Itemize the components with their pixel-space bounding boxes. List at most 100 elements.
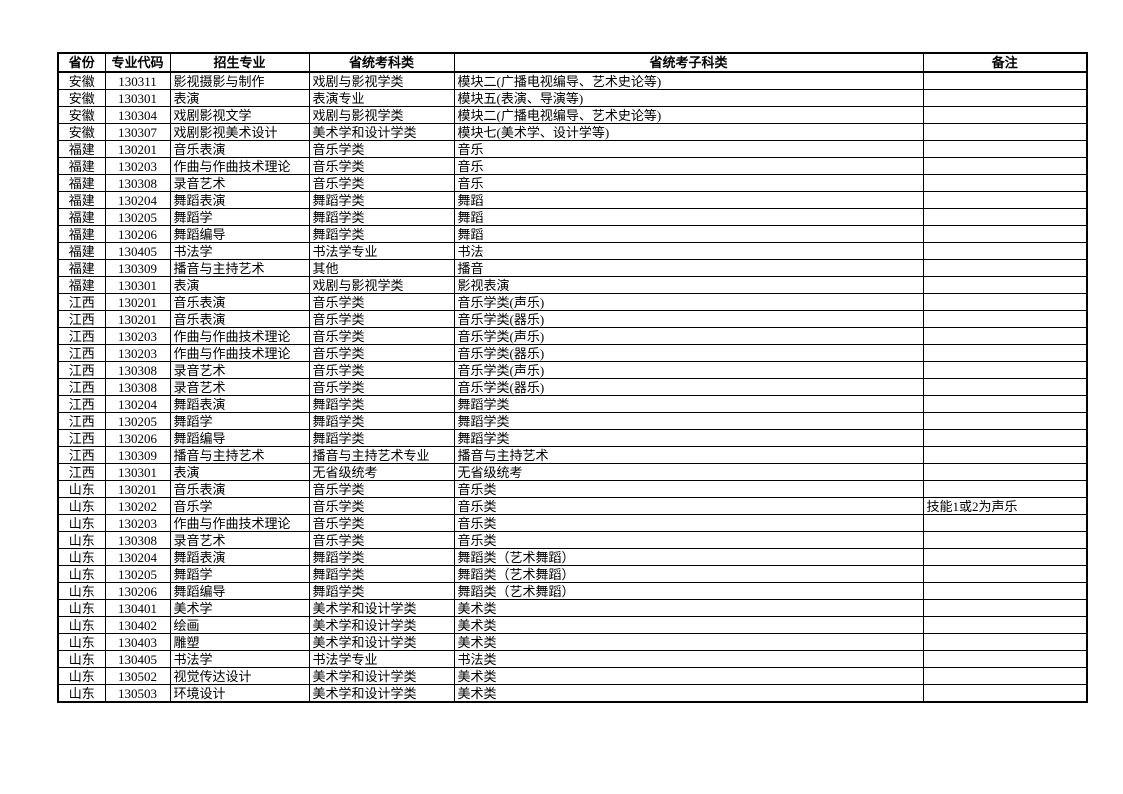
cell-province: 江西: [57, 463, 106, 481]
cell-major-code: 130308: [104, 174, 171, 192]
table-row: 江西 130203 作曲与作曲技术理论 音乐学类 音乐学类(器乐): [57, 344, 1088, 362]
cell-major-code: 130311: [104, 71, 171, 90]
cell-enroll-major: 作曲与作曲技术理论: [169, 344, 310, 362]
cell-exam-subcategory: 模块五(表演、导演等): [453, 89, 924, 107]
cell-province: 安徽: [57, 106, 106, 124]
cell-enroll-major: 音乐表演: [169, 480, 310, 498]
cell-province: 江西: [57, 293, 106, 311]
table-row: 安徽 130304 戏剧影视文学 戏剧与影视学类 模块二(广播电视编导、艺术史论等): [57, 106, 1088, 124]
cell-major-code: 130309: [104, 259, 171, 277]
cell-exam-subcategory: 音乐类: [453, 497, 924, 515]
cell-remark: [922, 293, 1088, 311]
table-row: 江西 130308 录音艺术 音乐学类 音乐学类(器乐): [57, 378, 1088, 396]
cell-exam-subcategory: 音乐类: [453, 514, 924, 532]
cell-remark: [922, 259, 1088, 277]
cell-major-code: 130201: [104, 140, 171, 158]
cell-exam-subcategory: 舞蹈学类: [453, 412, 924, 430]
cell-enroll-major: 音乐表演: [169, 310, 310, 328]
cell-province: 江西: [57, 361, 106, 379]
cell-province: 山东: [57, 497, 106, 515]
cell-major-code: 130206: [104, 225, 171, 243]
cell-enroll-major: 作曲与作曲技术理论: [169, 514, 310, 532]
cell-enroll-major: 作曲与作曲技术理论: [169, 157, 310, 175]
cell-exam-subcategory: 舞蹈: [453, 225, 924, 243]
cell-remark: [922, 514, 1088, 532]
table-row: 江西 130201 音乐表演 音乐学类 音乐学类(声乐): [57, 293, 1088, 311]
cell-enroll-major: 影视摄影与制作: [169, 71, 310, 90]
cell-remark: 技能1或2为声乐: [922, 497, 1088, 515]
cell-exam-category: 舞蹈学类: [308, 548, 455, 566]
cell-remark: [922, 582, 1088, 600]
table-row: 福建 130205 舞蹈学 舞蹈学类 舞蹈: [57, 208, 1088, 226]
cell-remark: [922, 684, 1088, 703]
table-row: 福建 130206 舞蹈编导 舞蹈学类 舞蹈: [57, 225, 1088, 243]
cell-remark: [922, 310, 1088, 328]
cell-major-code: 130206: [104, 582, 171, 600]
cell-remark: [922, 446, 1088, 464]
cell-major-code: 130201: [104, 480, 171, 498]
cell-enroll-major: 舞蹈学: [169, 412, 310, 430]
cell-enroll-major: 环境设计: [169, 684, 310, 703]
cell-exam-category: 书法学专业: [308, 242, 455, 260]
cell-remark: [922, 71, 1088, 90]
cell-exam-category: 舞蹈学类: [308, 191, 455, 209]
cell-exam-category: 音乐学类: [308, 310, 455, 328]
cell-exam-subcategory: 舞蹈: [453, 191, 924, 209]
table-row: 安徽 130301 表演 表演专业 模块五(表演、导演等): [57, 89, 1088, 107]
cell-exam-category: 舞蹈学类: [308, 208, 455, 226]
cell-province: 福建: [57, 174, 106, 192]
cell-exam-category: 舞蹈学类: [308, 565, 455, 583]
cell-enroll-major: 录音艺术: [169, 378, 310, 396]
cell-major-code: 130301: [104, 276, 171, 294]
cell-province: 山东: [57, 565, 106, 583]
table-row: 江西 130201 音乐表演 音乐学类 音乐学类(器乐): [57, 310, 1088, 328]
cell-exam-subcategory: 舞蹈学类: [453, 395, 924, 413]
cell-enroll-major: 舞蹈编导: [169, 225, 310, 243]
column-header-enroll-major: 招生专业: [169, 52, 310, 73]
cell-exam-subcategory: 美术类: [453, 684, 924, 703]
cell-province: 江西: [57, 429, 106, 447]
cell-enroll-major: 表演: [169, 89, 310, 107]
cell-enroll-major: 舞蹈编导: [169, 582, 310, 600]
cell-province: 江西: [57, 378, 106, 396]
cell-exam-subcategory: 音乐学类(声乐): [453, 361, 924, 379]
cell-major-code: 130401: [104, 599, 171, 617]
cell-province: 福建: [57, 191, 106, 209]
cell-enroll-major: 舞蹈学: [169, 565, 310, 583]
cell-exam-category: 戏剧与影视学类: [308, 106, 455, 124]
cell-exam-category: 舞蹈学类: [308, 395, 455, 413]
table-row: 福建 130201 音乐表演 音乐学类 音乐: [57, 140, 1088, 158]
cell-enroll-major: 音乐学: [169, 497, 310, 515]
cell-exam-subcategory: 音乐学类(器乐): [453, 344, 924, 362]
cell-enroll-major: 作曲与作曲技术理论: [169, 327, 310, 345]
cell-remark: [922, 429, 1088, 447]
cell-major-code: 130205: [104, 565, 171, 583]
cell-exam-subcategory: 舞蹈: [453, 208, 924, 226]
cell-exam-category: 美术学和设计学类: [308, 684, 455, 703]
cell-enroll-major: 舞蹈表演: [169, 548, 310, 566]
cell-enroll-major: 音乐表演: [169, 293, 310, 311]
cell-enroll-major: 播音与主持艺术: [169, 259, 310, 277]
cell-remark: [922, 412, 1088, 430]
cell-enroll-major: 表演: [169, 276, 310, 294]
cell-remark: [922, 140, 1088, 158]
cell-province: 山东: [57, 582, 106, 600]
cell-remark: [922, 191, 1088, 209]
cell-major-code: 130405: [104, 242, 171, 260]
cell-exam-subcategory: 舞蹈类（艺术舞蹈）: [453, 548, 924, 566]
table-row: 江西 130308 录音艺术 音乐学类 音乐学类(声乐): [57, 361, 1088, 379]
cell-exam-subcategory: 舞蹈类（艺术舞蹈）: [453, 565, 924, 583]
cell-province: 江西: [57, 412, 106, 430]
cell-exam-subcategory: 书法: [453, 242, 924, 260]
cell-major-code: 130308: [104, 531, 171, 549]
cell-major-code: 130403: [104, 633, 171, 651]
table-header: 省份 专业代码 招生专业 省统考科类 省统考子科类 备注: [57, 52, 1088, 73]
table-row: 江西 130204 舞蹈表演 舞蹈学类 舞蹈学类: [57, 395, 1088, 413]
cell-remark: [922, 548, 1088, 566]
cell-province: 山东: [57, 667, 106, 685]
cell-province: 安徽: [57, 89, 106, 107]
exam-category-table: 省份 专业代码 招生专业 省统考科类 省统考子科类 备注 安徽 130311 影视摄…: [57, 52, 1088, 703]
cell-province: 福建: [57, 208, 106, 226]
cell-exam-category: 书法学专业: [308, 650, 455, 668]
column-header-major-code: 专业代码: [104, 52, 171, 73]
